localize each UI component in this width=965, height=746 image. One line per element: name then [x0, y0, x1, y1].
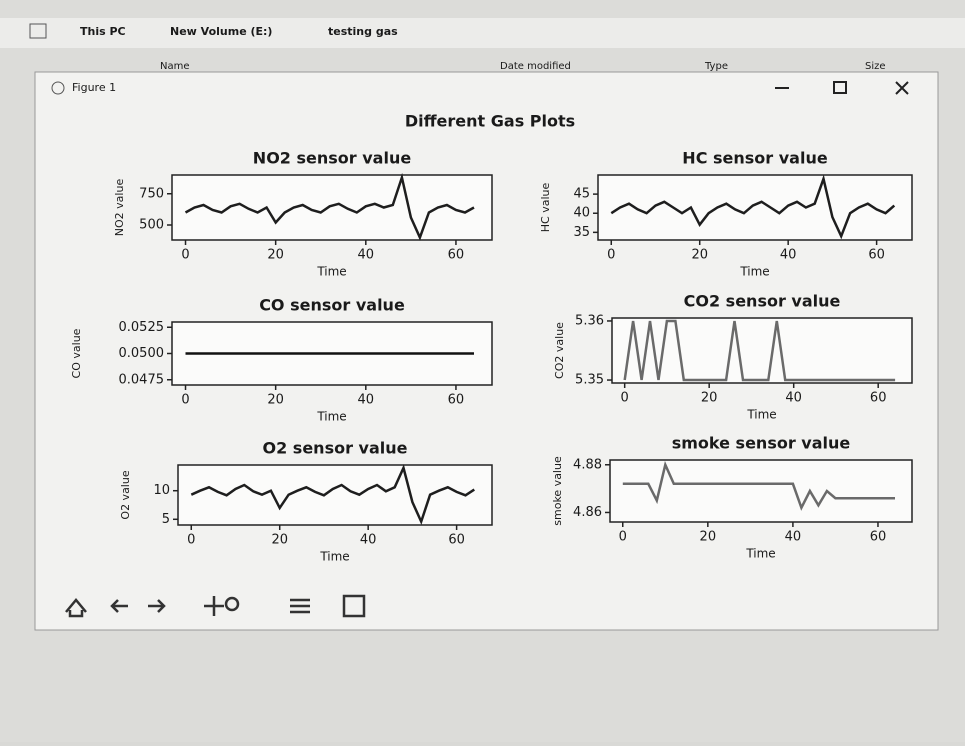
axes-title: CO sensor value — [259, 296, 405, 315]
axes — [610, 460, 912, 522]
y-tick-label: 5.36 — [575, 313, 604, 328]
y-tick-label: 40 — [573, 206, 590, 221]
y-tick-label: 0.0475 — [119, 372, 165, 387]
axes-title: O2 sensor value — [263, 439, 408, 458]
x-tick-label: 0 — [187, 533, 195, 548]
y-tick-label: 4.86 — [573, 505, 602, 520]
y-tick-label: 4.88 — [573, 457, 602, 472]
x-tick-label: 40 — [360, 533, 377, 548]
address-bar — [0, 18, 965, 48]
y-tick-label: 5 — [162, 512, 170, 527]
y-tick-label: 45 — [573, 187, 590, 202]
y-axis-label: NO2 value — [113, 179, 126, 237]
x-tick-label: 60 — [870, 530, 887, 545]
axes-title: NO2 sensor value — [253, 149, 412, 168]
x-tick-label: 20 — [267, 393, 284, 408]
x-tick-label: 60 — [870, 391, 887, 406]
y-axis-label: CO2 value — [553, 322, 566, 379]
x-tick-label: 60 — [448, 393, 465, 408]
y-tick-label: 0.0525 — [119, 320, 165, 335]
y-tick-label: 35 — [573, 225, 590, 240]
x-tick-label: 0 — [619, 530, 627, 545]
x-axis-label: Time — [739, 265, 769, 279]
x-axis-label: Time — [745, 547, 775, 561]
window-title: Figure 1 — [72, 81, 116, 94]
x-axis-label: Time — [746, 408, 776, 422]
y-axis-label: O2 value — [119, 470, 132, 519]
column-header: Type — [704, 61, 728, 72]
y-axis-label: HC value — [539, 183, 552, 233]
axes — [598, 175, 912, 240]
x-tick-label: 0 — [607, 248, 615, 263]
x-tick-label: 40 — [358, 393, 375, 408]
breadcrumb: testing gas — [328, 25, 398, 38]
x-axis-label: Time — [316, 265, 346, 279]
x-tick-label: 40 — [785, 530, 802, 545]
axes-title: CO2 sensor value — [684, 292, 841, 311]
axes-title: smoke sensor value — [672, 434, 851, 453]
x-tick-label: 0 — [181, 393, 189, 408]
y-tick-label: 500 — [139, 218, 164, 233]
x-tick-label: 20 — [267, 248, 284, 263]
y-axis-label: CO value — [70, 328, 83, 378]
breadcrumb: New Volume (E:) — [170, 25, 272, 38]
y-tick-label: 750 — [139, 186, 164, 201]
x-tick-label: 0 — [181, 248, 189, 263]
screen: This PC New Volume (E:) testing gas Name… — [0, 0, 965, 742]
x-tick-label: 60 — [868, 248, 885, 263]
x-axis-label: Time — [316, 410, 346, 424]
x-tick-label: 20 — [700, 530, 717, 545]
x-tick-label: 40 — [780, 248, 797, 263]
x-tick-label: 20 — [271, 533, 288, 548]
y-tick-label: 10 — [153, 483, 170, 498]
x-tick-label: 20 — [701, 391, 718, 406]
x-tick-label: 20 — [691, 248, 708, 263]
x-tick-label: 60 — [448, 533, 465, 548]
axes — [172, 175, 492, 240]
column-header: Size — [865, 61, 886, 72]
figure-title: Different Gas Plots — [405, 112, 575, 131]
breadcrumb: This PC — [80, 25, 126, 38]
x-tick-label: 0 — [621, 391, 629, 406]
x-tick-label: 40 — [358, 248, 375, 263]
x-tick-label: 40 — [785, 391, 802, 406]
column-header: Date modified — [500, 61, 571, 72]
x-tick-label: 60 — [448, 248, 465, 263]
page: This PC New Volume (E:) testing gas Name… — [0, 0, 965, 742]
x-axis-label: Time — [319, 550, 349, 564]
y-axis-label: smoke value — [551, 456, 564, 526]
y-tick-label: 5.35 — [575, 373, 604, 388]
axes-title: HC sensor value — [682, 149, 828, 168]
y-tick-label: 0.0500 — [119, 346, 165, 361]
column-header: Name — [160, 61, 190, 72]
